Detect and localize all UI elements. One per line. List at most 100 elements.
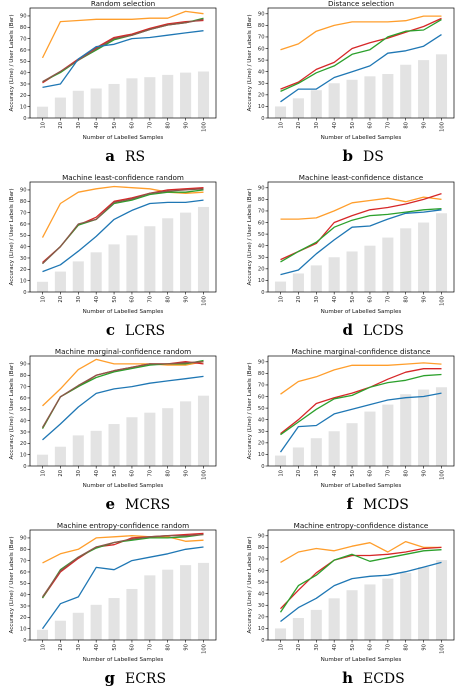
y-tick-label: 30 <box>20 604 27 610</box>
x-tick-label: 20 <box>296 122 302 129</box>
bar-10 <box>36 281 49 292</box>
x-tick-label: 90 <box>421 296 427 303</box>
x-tick-label: 70 <box>386 644 392 651</box>
x-tick-label: 10 <box>278 296 284 303</box>
bar-80 <box>162 569 174 640</box>
y-tick-label: 40 <box>20 70 27 76</box>
y-tick-label: 40 <box>258 69 265 75</box>
chart-title: Machine entropy-confidence distance <box>294 521 429 530</box>
bar-90 <box>418 60 430 118</box>
y-tick-label: 20 <box>258 267 265 273</box>
caption-name: RS <box>125 149 145 165</box>
bar-40 <box>328 257 340 292</box>
y-tick-label: 50 <box>258 406 265 412</box>
y-tick-label: 50 <box>258 232 265 238</box>
y-tick-label: 90 <box>20 188 27 194</box>
x-tick-label: 30 <box>76 470 82 477</box>
bar-40 <box>90 604 102 640</box>
bar-50 <box>108 598 120 640</box>
y-tick-label: 50 <box>258 580 265 586</box>
bar-60 <box>126 417 138 466</box>
x-tick-label: 30 <box>314 122 320 129</box>
x-tick-label: 90 <box>183 122 189 129</box>
bar-20 <box>292 618 304 640</box>
x-tick-label: 90 <box>183 470 189 477</box>
series-line-blue <box>42 199 204 273</box>
bar-40 <box>328 598 340 640</box>
bar-60 <box>126 78 138 118</box>
series-line-orange <box>42 535 204 564</box>
y-tick-label: 70 <box>20 384 27 390</box>
bar-90 <box>180 212 192 292</box>
y-tick-label: 20 <box>20 93 27 99</box>
bar-100 <box>435 54 448 118</box>
y-tick-label: 90 <box>20 536 27 542</box>
x-tick-label: 80 <box>166 470 172 477</box>
bar-50 <box>346 251 358 292</box>
y-tick-label: 10 <box>258 278 265 284</box>
x-tick-label: 80 <box>404 296 410 303</box>
series-line-blue <box>41 546 204 630</box>
bar-80 <box>400 228 412 292</box>
x-tick-label: 10 <box>278 122 284 129</box>
y-tick-label: 40 <box>20 244 27 250</box>
caption-letter: f <box>347 495 355 513</box>
x-tick-label: 30 <box>76 296 82 303</box>
series-line-red <box>280 546 442 610</box>
y-tick-label: 60 <box>258 568 265 574</box>
caption-letter: e <box>105 495 115 513</box>
x-tick-label: 80 <box>404 644 410 651</box>
x-tick-label: 80 <box>404 122 410 129</box>
series-line-blue <box>280 34 442 103</box>
x-tick-label: 40 <box>332 644 338 651</box>
subplot-mcrs: Machine marginal-confidence random 0 10 20 3… <box>9 347 217 513</box>
bar-80 <box>162 218 174 292</box>
x-tick-label: 60 <box>368 122 374 129</box>
y-axis-label: Accuracy (Line) / User Labels (Bar) <box>247 536 253 633</box>
y-tick-label: 50 <box>20 407 27 413</box>
y-axis-label: Accuracy (Line) / User Labels (Bar) <box>247 188 253 285</box>
y-tick-label: 90 <box>20 14 27 20</box>
series-line-blue <box>279 392 442 453</box>
y-tick-label: 70 <box>20 558 27 564</box>
bar-30 <box>310 609 322 640</box>
series-line-blue <box>280 561 442 623</box>
x-tick-label: 90 <box>183 644 189 651</box>
caption-name: ECRS <box>125 671 166 687</box>
y-tick-label: 10 <box>20 104 27 110</box>
bar-20 <box>292 447 304 466</box>
bar-90 <box>180 72 192 118</box>
x-tick-label: 70 <box>148 644 154 651</box>
caption-name: LCDS <box>363 323 404 339</box>
y-tick-label: 70 <box>258 557 265 563</box>
chart-title: Random selection <box>91 0 155 8</box>
bar-60 <box>126 235 138 292</box>
caption-name: MCDS <box>363 497 409 513</box>
y-tick-label: 10 <box>20 452 27 458</box>
y-tick-label: 20 <box>258 93 265 99</box>
caption-name: MCRS <box>125 497 170 513</box>
x-tick-label: 20 <box>296 644 302 651</box>
bar-60 <box>364 245 376 292</box>
bar-40 <box>90 252 102 292</box>
x-tick-label: 10 <box>40 122 46 129</box>
bar-30 <box>72 261 84 292</box>
bar-60 <box>364 76 376 118</box>
y-tick-label: 50 <box>258 58 265 64</box>
series-line-green <box>279 549 442 613</box>
y-tick-label: 80 <box>20 373 27 379</box>
y-tick-label: 60 <box>20 222 27 228</box>
bar-80 <box>400 572 412 640</box>
y-tick-label: 80 <box>258 23 265 29</box>
x-tick-label: 70 <box>148 122 154 129</box>
x-tick-label: 50 <box>350 470 356 477</box>
bar-30 <box>310 265 322 292</box>
x-axis-label: Number of Labelled Samples <box>83 657 164 663</box>
bar-20 <box>54 620 66 640</box>
caption-letter: g <box>105 669 116 687</box>
series-line-green <box>42 17 204 83</box>
x-tick-label: 60 <box>130 470 136 477</box>
y-tick-label: 0 <box>261 116 264 122</box>
y-tick-label: 0 <box>261 290 264 296</box>
